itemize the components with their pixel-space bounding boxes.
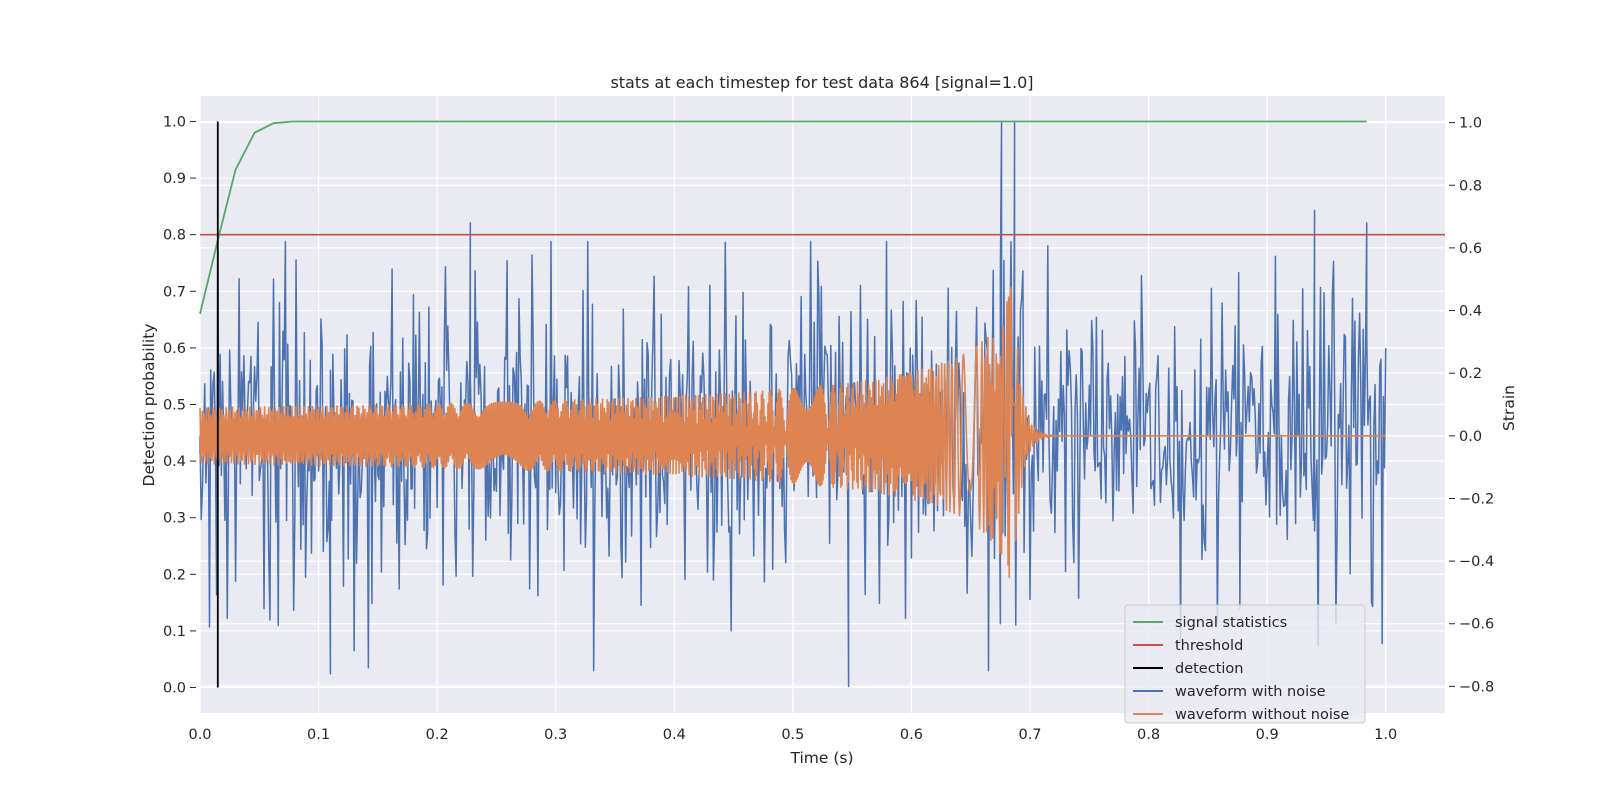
legend-entry-label: waveform without noise: [1175, 707, 1349, 723]
legend: signal statistics threshold detection wavef…: [1124, 604, 1366, 724]
y-tick-label-right: 0.8: [1459, 178, 1482, 194]
x-tick-label: 0.5: [781, 727, 804, 743]
legend-entry-label: signal statistics: [1175, 615, 1287, 631]
legend-entry-label: threshold: [1175, 638, 1243, 654]
y-tick-label-right: −0.8: [1459, 679, 1494, 695]
y-tick-label-right: −0.2: [1459, 491, 1494, 507]
x-tick-label: 0.3: [544, 727, 567, 743]
y-tick-label-left: 0.2: [163, 567, 186, 583]
x-tick-label: 0.2: [426, 727, 449, 743]
legend-frame: [1124, 604, 1366, 724]
legend-entry-label: detection: [1175, 661, 1243, 677]
series-signal-statistics: [199, 120, 1367, 315]
y-tick-label-left: 0.4: [163, 454, 186, 470]
x-tick-label: 0.1: [307, 727, 330, 743]
x-tick-label: 0.0: [188, 727, 211, 743]
y-tick-label-left: 0.9: [163, 171, 186, 187]
y-tick-label-left: 0.5: [163, 398, 186, 414]
y-tick-label-left: 1.0: [163, 114, 186, 130]
y-tick-label-right: 0.6: [1459, 241, 1482, 257]
x-tick-label: 1.0: [1374, 727, 1397, 743]
y-tick-label-right: 0.4: [1459, 304, 1482, 320]
y-tick-label-left: 0.3: [163, 511, 186, 527]
x-axis-label: Time (s): [789, 749, 853, 767]
y-axis-label-left: Detection probability: [140, 324, 158, 487]
y-tick-label-right: 0.2: [1459, 366, 1482, 382]
x-tick-label: 0.6: [900, 727, 923, 743]
y-tick-label-left: 0.8: [163, 228, 186, 244]
y-tick-label-left: 0.1: [163, 624, 186, 640]
y-tick-label-right: 1.0: [1459, 116, 1482, 132]
x-axis-ticks: 0.0 0.1 0.2 0.3 0.4 0.5 0.6 0.7 0.8 0.9 1.0: [188, 727, 1397, 743]
y-tick-label-left: 0.0: [163, 681, 186, 697]
series-layer: [199, 120, 1445, 688]
series-waveform-without-noise: [199, 286, 1386, 578]
y-tick-label-left: 0.7: [163, 284, 186, 300]
y-tick-label-right: −0.4: [1459, 554, 1494, 570]
chart-title: stats at each timestep for test data 864…: [610, 73, 1033, 92]
right-axis-ticks: −0.8 −0.6 −0.4 −0.2 0.0 0.2 0.4 0.6 0.8 1.0: [1449, 116, 1494, 695]
x-tick-label: 0.8: [1137, 727, 1160, 743]
x-tick-label: 0.7: [1018, 727, 1041, 743]
x-tick-label: 0.4: [663, 727, 686, 743]
left-axis-ticks: 0.0 0.1 0.2 0.3 0.4 0.5 0.6 0.7 0.8 0.9 1.0: [163, 114, 196, 697]
y-tick-label-right: 0.0: [1459, 429, 1482, 445]
y-tick-label-left: 0.6: [163, 341, 186, 357]
y-axis-label-right: Strain: [1500, 385, 1518, 431]
legend-entry-label: waveform with noise: [1175, 684, 1326, 700]
x-tick-label: 0.9: [1256, 727, 1279, 743]
y-tick-label-right: −0.6: [1459, 617, 1494, 633]
